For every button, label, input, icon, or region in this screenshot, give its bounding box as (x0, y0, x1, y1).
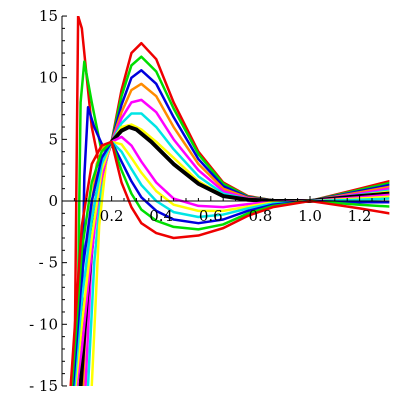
ticks-layer: 15 10 5 0 - 5 - 10 - 15 0.2 0.4 0.6 0.8 1.0 1.2 (29, 7, 371, 395)
y-tick-label: 5 (48, 130, 58, 148)
x-tick-label: 0.4 (149, 207, 173, 225)
axes-layer (61, 15, 390, 387)
series-line-10 (74, 140, 390, 386)
x-tick-label: 0.6 (199, 207, 223, 225)
series-line-5 (84, 98, 390, 386)
y-tick-label: - 15 (29, 377, 58, 395)
series-line-14 (69, 140, 390, 386)
y-tick-label: - 5 (39, 254, 58, 272)
series-line-8 (78, 125, 390, 386)
y-tick-label: 0 (48, 192, 58, 210)
x-tick-label: 1.0 (298, 207, 322, 225)
series-line-6 (86, 112, 390, 386)
x-tick-label: 0.2 (100, 207, 124, 225)
y-tick-label: 10 (39, 69, 58, 87)
x-tick-label: 1.2 (348, 207, 372, 225)
y-tick-label: 15 (39, 7, 58, 25)
y-tick-label: - 10 (29, 315, 58, 333)
x-tick-label: 0.8 (248, 207, 272, 225)
